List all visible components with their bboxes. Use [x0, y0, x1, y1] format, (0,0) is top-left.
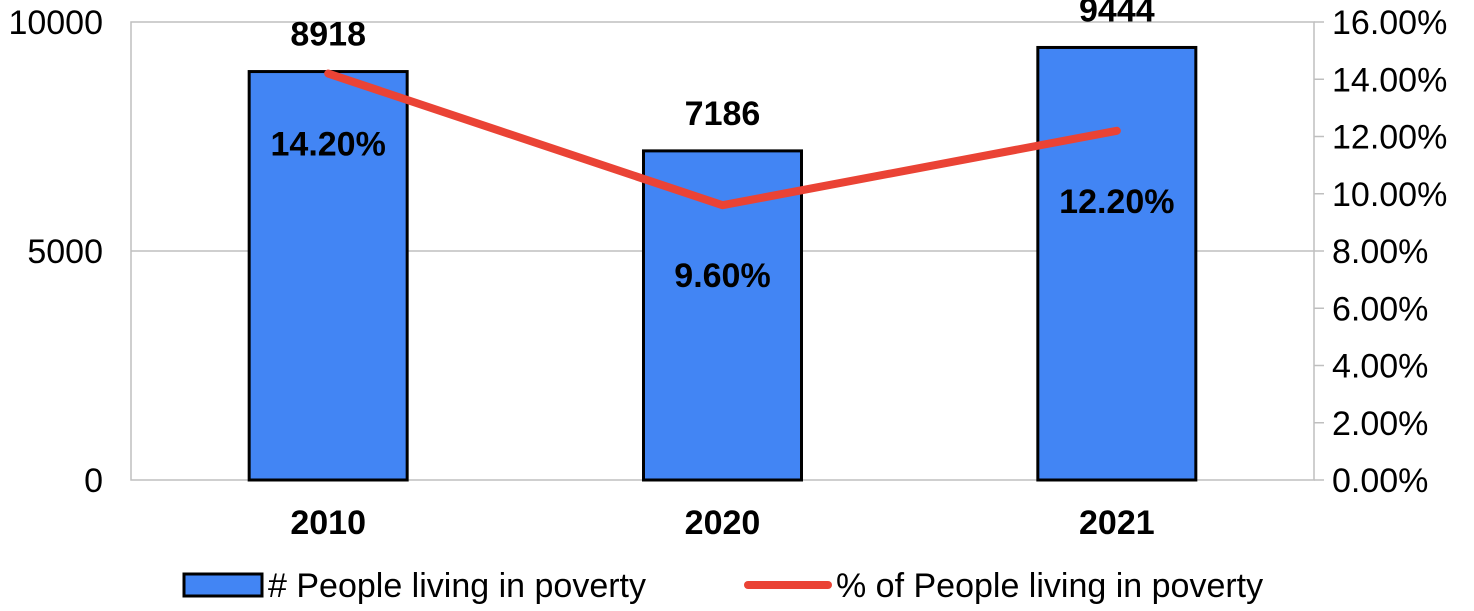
- legend-label-bar: # People living in poverty: [268, 567, 646, 605]
- y2-axis-tick-label: 12.00%: [1332, 119, 1447, 157]
- y2-axis-tick-label: 10.00%: [1332, 176, 1447, 214]
- y2-axis-tick-label: 6.00%: [1332, 290, 1428, 328]
- y-axis-tick-label: 0: [84, 462, 103, 500]
- y2-axis-tick-label: 8.00%: [1332, 233, 1428, 271]
- x-axis-category-label: 2010: [290, 504, 366, 542]
- line-point: [1116, 130, 1118, 132]
- legend-swatch-bar: [182, 572, 264, 598]
- y-axis-tick-label: 10000: [8, 4, 103, 42]
- line-data-label: 9.60%: [674, 257, 770, 295]
- legend-label-line: % of People living in poverty: [836, 567, 1263, 605]
- line-point: [722, 204, 723, 206]
- y2-axis-tick-label: 16.00%: [1332, 4, 1447, 42]
- bar-data-label: 7186: [685, 95, 761, 133]
- line-data-label: 12.20%: [1059, 183, 1174, 221]
- line-point: [327, 73, 329, 75]
- line-data-label: 14.20%: [271, 126, 386, 164]
- x-axis-category-label: 2021: [1079, 504, 1155, 542]
- bar-data-label: 9444: [1079, 0, 1155, 29]
- bar: [247, 70, 409, 482]
- y2-axis-tick-label: 2.00%: [1332, 405, 1428, 443]
- y-axis-tick-label: 5000: [27, 233, 103, 271]
- bar-data-label: 8918: [290, 16, 366, 54]
- bar: [642, 149, 803, 482]
- y2-axis-tick-label: 0.00%: [1332, 462, 1428, 500]
- bar: [1036, 45, 1198, 482]
- y2-axis-tick-label: 14.00%: [1332, 61, 1447, 99]
- x-axis-category-label: 2020: [685, 504, 761, 542]
- y2-axis-tick-label: 4.00%: [1332, 348, 1428, 386]
